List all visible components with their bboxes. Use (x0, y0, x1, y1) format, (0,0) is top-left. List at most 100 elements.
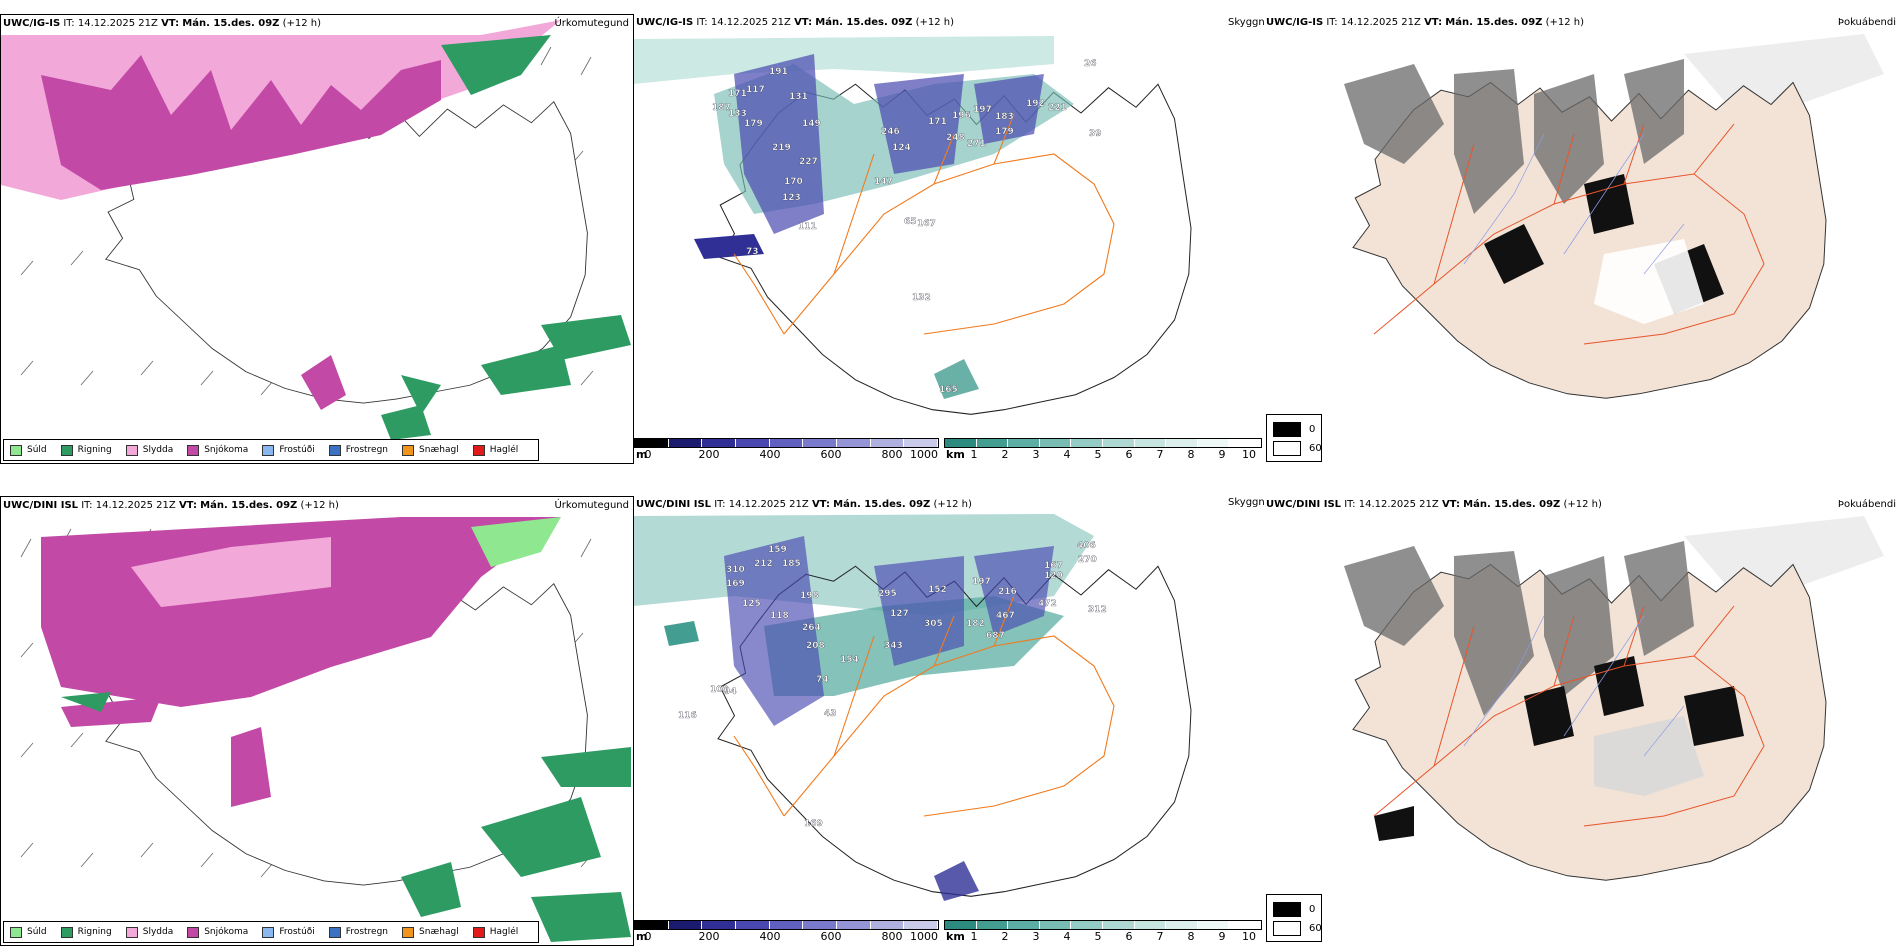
cloudbase-colorbar: m 0 200 400 600 800 1000 (634, 920, 939, 950)
map-label: 179 (995, 127, 1014, 137)
map-label: 216 (998, 587, 1017, 597)
panel-title: Úrkomutegund (554, 500, 629, 511)
map-label: 123 (782, 193, 801, 203)
legend-item: Snjókoma (187, 444, 248, 456)
panel-visibility-dini: 406 270 159 212 185 310 169 198 125 118 … (634, 496, 1264, 950)
map-label: 94 (724, 687, 737, 697)
map-label: 197 (972, 577, 991, 587)
legend-item: Slydda (125, 926, 173, 938)
legend-item: Súld (10, 926, 47, 938)
map-label: 171 (928, 117, 947, 127)
map-label: 467 (996, 611, 1015, 621)
legend-item: Súld (10, 444, 47, 456)
legend-item: Haglél (472, 444, 518, 456)
map-label: 39 (1089, 129, 1102, 139)
map-label: 116 (678, 711, 697, 721)
panel-title: Skyggni (1228, 17, 1268, 28)
map-label: 305 (924, 619, 943, 629)
map-label: 152 (928, 585, 947, 595)
map-label: 219 (772, 143, 791, 153)
map-label: 295 (878, 589, 897, 599)
map-label: 185 (782, 559, 801, 569)
legend-item: Slydda (125, 444, 173, 456)
panel-title: Úrkomutegund (554, 18, 629, 29)
map-label: 124 (892, 143, 911, 153)
map-label: 154 (840, 655, 859, 665)
visibility-map-dini: 406 270 159 212 185 310 169 198 125 118 … (634, 514, 1192, 901)
precip-map-dini (20, 517, 631, 942)
map-label: 100 (710, 685, 729, 695)
legend-item: Snjókoma (187, 926, 248, 938)
panel-header: UWC/DINI ISL IT: 14.12.2025 21Z VT: Mán.… (1266, 499, 1602, 510)
map-label: 165 (939, 385, 958, 395)
map-label: 125 (742, 599, 761, 609)
precip-legend: Súld Rigning Slydda Snjókoma Frostúði Fr… (3, 439, 540, 461)
map-label: 149 (802, 119, 821, 129)
fog-legend: 0 60 (1266, 414, 1322, 462)
panel-title: Þokuábendi (1837, 499, 1896, 510)
map-label: 159 (768, 545, 787, 555)
panel-header: UWC/IG-IS IT: 14.12.2025 21Z VT: Mán. 15… (1266, 17, 1585, 28)
legend-item: Frostregn (328, 444, 388, 456)
panel-fog-ig: UWC/IG-IS IT: 14.12.2025 21Z VT: Mán. 15… (1264, 14, 1900, 414)
map-label: 120 (1044, 571, 1063, 581)
map-label: 117 (746, 85, 765, 95)
fog-map-dini (1344, 516, 1884, 881)
precip-legend: Súld Rigning Slydda Snjókoma Frostúði Fr… (3, 921, 540, 943)
map-label: 197 (973, 105, 992, 115)
map-label: 169 (726, 579, 745, 589)
map-label: 167 (1044, 561, 1063, 571)
map-label: 182 (966, 619, 985, 629)
map-label: 170 (784, 177, 803, 187)
panel-visibility-ig: 191 117 131 171 187 133 179 149 219 227 … (634, 14, 1264, 464)
legend-item: Rigning (60, 926, 112, 938)
map-label: 312 (1088, 605, 1107, 615)
legend-item: Snæhagl (402, 444, 459, 456)
panel-header: UWC/IG-IS IT: 14.12.2025 21Z VT: Mán. 15… (636, 17, 955, 28)
map-label: 270 (1078, 555, 1097, 565)
visibility-colorbar: km 1 2 3 4 5 6 7 8 9 10 (944, 438, 1264, 464)
map-label: 264 (802, 623, 821, 633)
map-label: 191 (769, 67, 788, 77)
map-label: 406 (1077, 541, 1096, 551)
map-label: 167 (917, 219, 936, 229)
map-label: 183 (995, 112, 1014, 122)
map-label: 212 (754, 559, 773, 569)
visibility-map-ig: 191 117 131 171 187 133 179 149 219 227 … (634, 36, 1192, 415)
map-label: 179 (744, 119, 763, 129)
panel-header: UWC/DINI ISL IT: 14.12.2025 21Z VT: Mán.… (3, 500, 339, 511)
legend-item: Frostúði (262, 926, 315, 938)
legend-item: Haglél (472, 926, 518, 938)
panel-header: UWC/IG-IS IT: 14.12.2025 21Z VT: Mán. 15… (3, 18, 322, 29)
panel-fog-dini: UWC/DINI ISL IT: 14.12.2025 21Z VT: Mán.… (1264, 496, 1900, 892)
map-label: 73 (746, 247, 759, 257)
map-label: 246 (881, 127, 900, 137)
panel-precip-dini: UWC/DINI ISL IT: 14.12.2025 21Z VT: Mán.… (0, 496, 634, 946)
map-label: 187 (712, 103, 731, 113)
map-label: 227 (799, 157, 818, 167)
map-label: 343 (884, 641, 903, 651)
map-label: 131 (789, 92, 808, 102)
legend-item: Rigning (60, 444, 112, 456)
precip-map-ig (1, 20, 631, 440)
map-label: 74 (816, 675, 829, 685)
map-label: 169 (804, 819, 823, 829)
map-label: 43 (824, 709, 837, 719)
map-label: 65 (904, 217, 917, 227)
map-label: 687 (986, 631, 1005, 641)
map-label: 111 (798, 222, 817, 232)
panel-title: Þokuábendi (1837, 17, 1896, 28)
map-label: 221 (1048, 103, 1067, 113)
map-label: 171 (728, 89, 747, 99)
fog-legend: 0 60 (1266, 894, 1322, 942)
map-label: 147 (874, 177, 893, 187)
panel-title: Skyggni (1228, 497, 1268, 508)
map-label: 26 (1084, 59, 1097, 69)
map-label: 248 (946, 133, 965, 143)
legend-item: Frostúði (262, 444, 315, 456)
panel-precip-ig: UWC/IG-IS IT: 14.12.2025 21Z VT: Mán. 15… (0, 14, 634, 464)
map-label: 118 (770, 611, 789, 621)
legend-item: Frostregn (328, 926, 388, 938)
map-label: 208 (806, 641, 825, 651)
map-label: 127 (890, 609, 909, 619)
